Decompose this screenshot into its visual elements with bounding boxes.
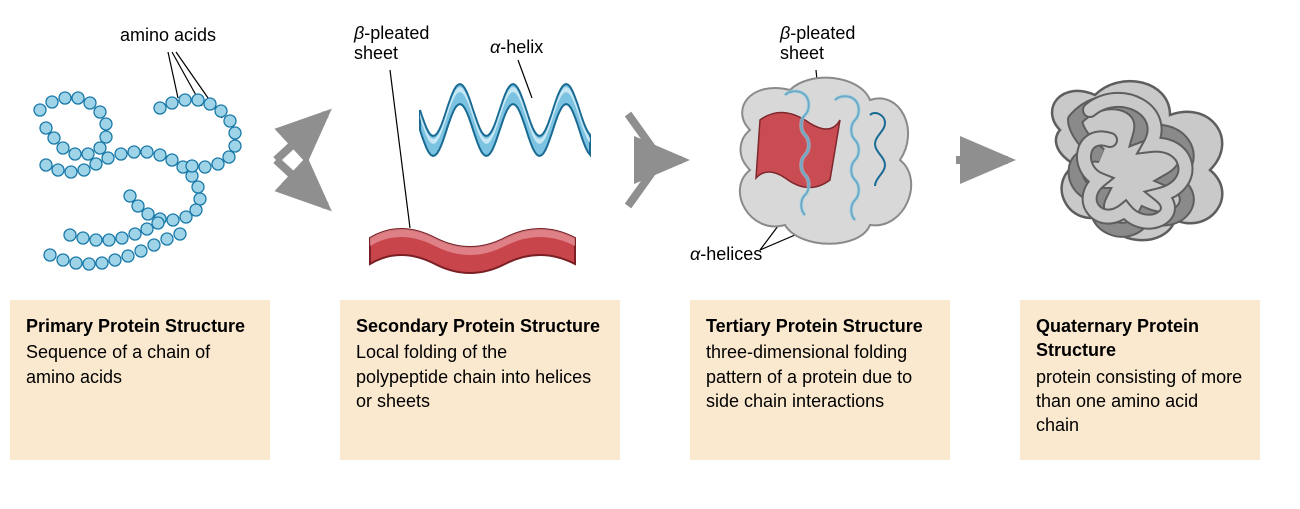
label-alpha-helix-top: α-helix <box>490 38 543 58</box>
alpha-prefix: α <box>490 37 500 57</box>
beta-text1b: -pleated <box>790 23 855 43</box>
primary-svg <box>10 20 270 300</box>
arrow-straight-svg <box>950 130 1020 190</box>
caption-secondary: Secondary Protein Structure Local foldin… <box>340 300 620 460</box>
beta-text2b: sheet <box>780 43 824 63</box>
caption-primary-title: Primary Protein Structure <box>26 314 254 338</box>
arrow-split <box>270 20 340 300</box>
alpha-helices-text: -helices <box>700 244 762 264</box>
arrow-merge-svg <box>620 70 690 250</box>
arrow-split-svg <box>270 70 340 250</box>
caption-tertiary-body: three-dimensional folding pattern of a p… <box>706 340 934 413</box>
caption-primary-body: Sequence of a chain of amino acids <box>26 340 254 389</box>
caption-tertiary: Tertiary Protein Structure three-dimensi… <box>690 300 950 460</box>
arrow-straight <box>950 20 1020 300</box>
panel-secondary: β-pleated sheet α-helix Secondary Prote <box>340 20 620 460</box>
label-beta-sheet-tert: β-pleated sheet <box>780 24 855 64</box>
caption-secondary-body: Local folding of the polypeptide chain i… <box>356 340 604 413</box>
diagram-row: amino acids Primary Protein Structure Se… <box>10 20 1290 460</box>
caption-quaternary: Quaternary Protein Structure protein con… <box>1020 300 1260 460</box>
beta-prefix: β <box>354 23 364 43</box>
caption-primary: Primary Protein Structure Sequence of a … <box>10 300 270 460</box>
illus-quaternary <box>1020 20 1260 300</box>
label-amino-acids-text: amino acids <box>120 25 216 45</box>
panel-tertiary: β-pleated sheet α-helices <box>690 20 950 460</box>
label-amino-acids: amino acids <box>120 26 216 46</box>
panel-primary: amino acids Primary Protein Structure Se… <box>10 20 270 460</box>
alpha-text: -helix <box>500 37 543 57</box>
quaternary-svg <box>1020 20 1260 300</box>
illus-primary: amino acids <box>10 20 270 300</box>
beta-text2: sheet <box>354 43 398 63</box>
caption-tertiary-title: Tertiary Protein Structure <box>706 314 934 338</box>
arrow-merge <box>620 20 690 300</box>
illus-tertiary: β-pleated sheet α-helices <box>690 20 950 300</box>
label-alpha-helices: α-helices <box>690 245 762 265</box>
alpha-prefix2: α <box>690 244 700 264</box>
caption-quaternary-body: protein consisting of more than one amin… <box>1036 365 1244 438</box>
caption-quaternary-title: Quaternary Protein Structure <box>1036 314 1244 363</box>
caption-secondary-title: Secondary Protein Structure <box>356 314 604 338</box>
beta-prefix2: β <box>780 23 790 43</box>
label-beta-sheet-top: β-pleated sheet <box>354 24 429 64</box>
beta-text1: -pleated <box>364 23 429 43</box>
panel-quaternary: Quaternary Protein Structure protein con… <box>1020 20 1260 460</box>
illus-secondary: β-pleated sheet α-helix <box>340 20 620 300</box>
